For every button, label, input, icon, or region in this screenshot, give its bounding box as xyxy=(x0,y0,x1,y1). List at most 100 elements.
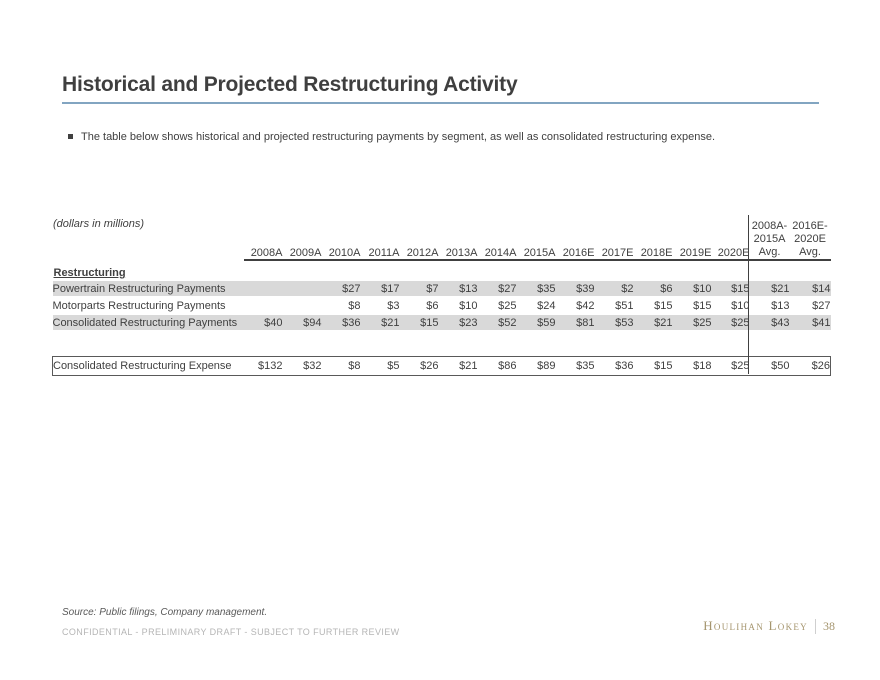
column-header-year: 2017E xyxy=(594,215,634,261)
empty-cell xyxy=(361,331,400,356)
value-cell: $132 xyxy=(243,355,283,376)
footer-brand-block: Houlihan Lokey 38 xyxy=(703,618,835,634)
value-cell: $8 xyxy=(321,355,361,376)
average-value-cell: $14 xyxy=(789,279,831,298)
value-cell: $27 xyxy=(321,279,361,298)
empty-cell xyxy=(400,331,439,356)
value-cell: $86 xyxy=(477,355,517,376)
average-value-cell: $43 xyxy=(749,313,790,332)
value-cell xyxy=(244,297,283,314)
column-header-year: 2019E xyxy=(672,215,712,261)
spacer-row xyxy=(53,331,831,356)
value-cell xyxy=(243,279,283,298)
average-value-cell: $41 xyxy=(789,313,831,332)
column-header-average-line: 2016E- xyxy=(792,220,828,232)
value-cell: $26 xyxy=(399,355,439,376)
value-cell xyxy=(283,297,322,314)
value-cell: $21 xyxy=(360,313,400,332)
empty-cell xyxy=(322,331,361,356)
total-row: Consolidated Restructuring Expense $132 $3… xyxy=(52,355,831,376)
empty-cell xyxy=(400,260,439,280)
column-header-average-line: 2008A- xyxy=(751,220,788,232)
column-header-year: 2010A xyxy=(321,215,361,261)
empty-cell xyxy=(517,331,556,356)
title-block: Historical and Projected Restructuring A… xyxy=(62,72,819,104)
section-label: Restructuring xyxy=(53,267,126,279)
value-cell: $15 xyxy=(693,299,712,312)
value-cell: $42 xyxy=(576,299,595,312)
column-header-year: 2018E xyxy=(633,215,673,261)
average-value-cell: $50 xyxy=(749,355,790,376)
empty-cell xyxy=(283,331,322,356)
value-cell: $15 xyxy=(711,279,750,298)
value-cell: $21 xyxy=(633,313,673,332)
empty-cell xyxy=(634,260,673,280)
page-number: 38 xyxy=(823,618,835,633)
empty-cell xyxy=(556,260,595,280)
avg-separator-rule xyxy=(748,215,749,374)
value-cell: $15 xyxy=(399,313,439,332)
empty-cell xyxy=(790,331,831,356)
column-header-year: 2015A xyxy=(516,215,556,261)
source-note: Source: Public filings, Company manageme… xyxy=(62,607,268,618)
table-header-row: 2008A 2009A 2010A 2011A 2012A 2013A 2014A 2015A… xyxy=(53,215,831,261)
column-header-year: 2011A xyxy=(360,215,400,261)
restructuring-table: 2008A 2009A 2010A 2011A 2012A 2013A 2014A 2015A… xyxy=(52,215,831,376)
value-cell: $89 xyxy=(516,355,556,376)
row-label: Motorparts Restructuring Payments xyxy=(52,299,226,312)
row-label: Consolidated Restructuring Expense xyxy=(52,355,244,376)
empty-cell xyxy=(634,331,673,356)
page-title: Historical and Projected Restructuring A… xyxy=(62,73,518,96)
row-label: Consolidated Restructuring Payments xyxy=(52,313,244,332)
value-cell: $25 xyxy=(672,313,712,332)
empty-cell xyxy=(517,260,556,280)
empty-cell xyxy=(556,331,595,356)
empty-cell xyxy=(750,260,790,280)
value-cell: $53 xyxy=(594,313,634,332)
empty-cell xyxy=(673,331,712,356)
section-label-cell: Restructuring xyxy=(53,260,244,280)
column-header-average-line: 2020E xyxy=(794,233,826,245)
column-header-year: 2012A xyxy=(399,215,439,261)
value-cell: $52 xyxy=(477,313,517,332)
empty-cell xyxy=(439,331,478,356)
bullet-marker-icon xyxy=(68,134,73,139)
column-header-average-line: Avg. xyxy=(799,246,821,258)
empty-cell xyxy=(712,260,750,280)
value-cell: $10 xyxy=(459,299,478,312)
column-header-average: 2016E- 2020E Avg. xyxy=(789,215,831,261)
table-wrap: 2008A 2009A 2010A 2011A 2012A 2013A 2014A 2015A… xyxy=(52,215,831,376)
empty-cell xyxy=(439,260,478,280)
empty-cell xyxy=(712,331,750,356)
empty-cell xyxy=(53,331,244,356)
column-header-year: 2009A xyxy=(282,215,322,261)
table-row: Motorparts Restructuring Payments $8 $3 $6 $… xyxy=(53,297,831,314)
average-value-cell: $13 xyxy=(771,299,790,312)
row-label: Powertrain Restructuring Payments xyxy=(52,279,244,298)
column-header-year: 2014A xyxy=(477,215,517,261)
value-cell: $10 xyxy=(731,299,750,312)
confidentiality-note: CONFIDENTIAL - PRELIMINARY DRAFT - SUBJE… xyxy=(62,627,400,637)
table-body: 2008A 2009A 2010A 2011A 2012A 2013A 2014A 2015A… xyxy=(52,215,831,376)
value-cell: $36 xyxy=(321,313,361,332)
value-cell: $17 xyxy=(360,279,400,298)
value-cell: $27 xyxy=(477,279,517,298)
empty-cell xyxy=(283,260,322,280)
value-cell: $18 xyxy=(672,355,712,376)
average-value-cell: $27 xyxy=(812,299,831,312)
average-value-cell: $26 xyxy=(789,355,831,376)
bullet-text: The table below shows historical and pro… xyxy=(81,131,716,143)
table-row: Consolidated Restructuring Payments $40 $9… xyxy=(52,313,831,332)
value-cell: $7 xyxy=(399,279,439,298)
value-cell xyxy=(282,279,322,298)
value-cell: $15 xyxy=(654,299,673,312)
bullet-line: The table below shows historical and pro… xyxy=(68,130,828,144)
value-cell: $25 xyxy=(498,299,517,312)
column-header-year: 2013A xyxy=(438,215,478,261)
value-cell: $39 xyxy=(555,279,595,298)
empty-cell xyxy=(244,260,283,280)
value-cell: $24 xyxy=(537,299,556,312)
units-note: (dollars in millions) xyxy=(53,218,145,230)
empty-cell xyxy=(790,260,831,280)
column-header-average: 2008A- 2015A Avg. xyxy=(749,215,790,261)
